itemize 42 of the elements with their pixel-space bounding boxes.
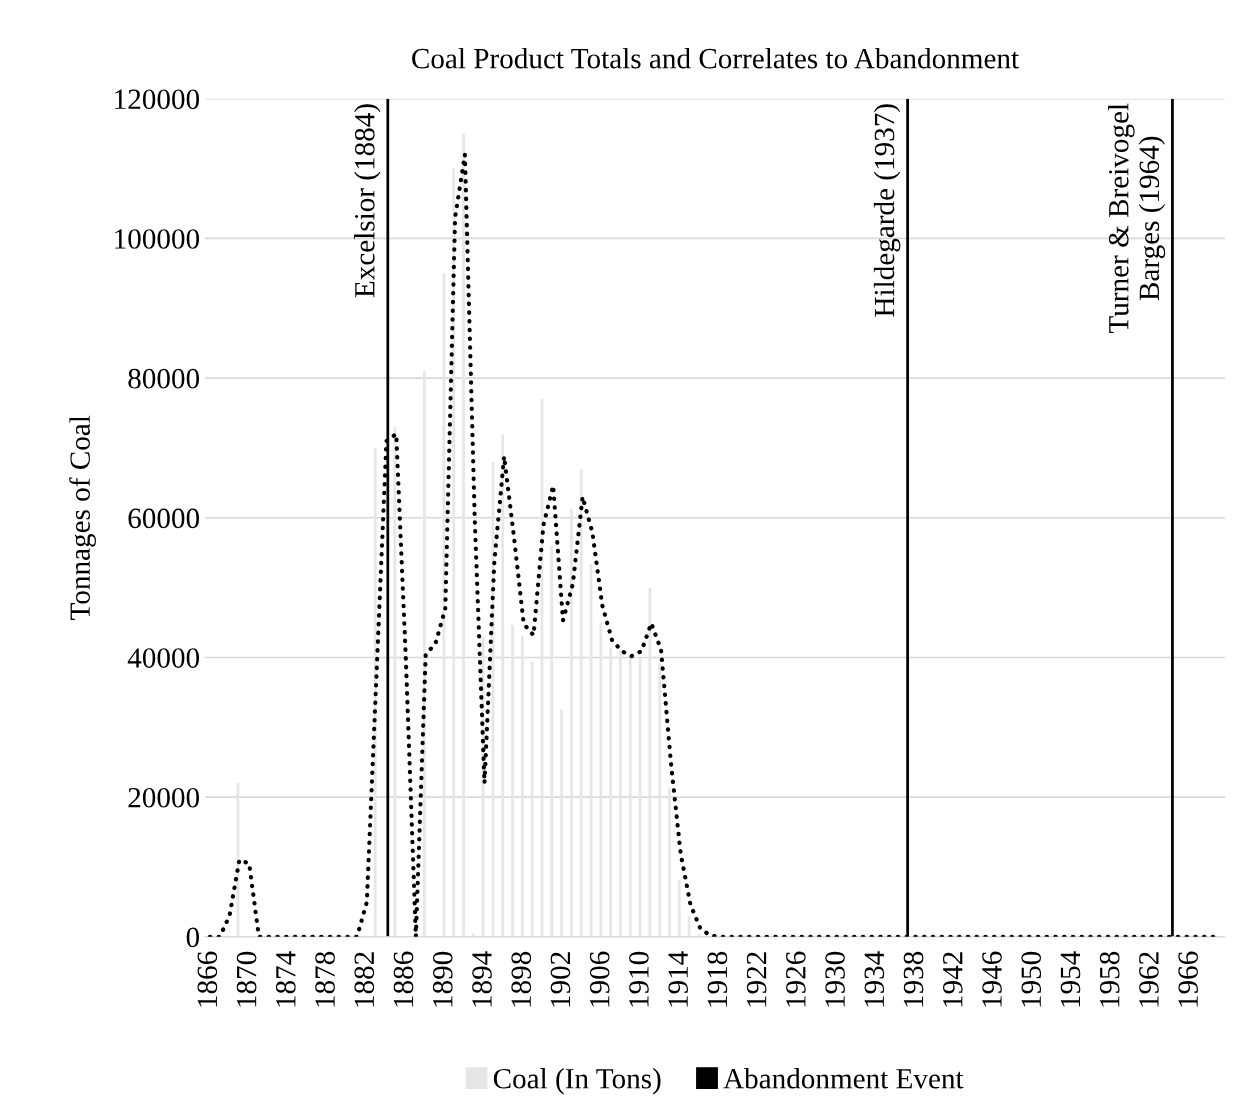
- x-tick-label: 1898: [511, 951, 532, 1007]
- x-tick-label: 1890: [432, 951, 453, 1007]
- annotation: Hildegarde (1937): [873, 104, 901, 317]
- x-tick-label: 1938: [903, 951, 924, 1007]
- x-tick-label: 1878: [315, 951, 335, 1007]
- x-tick-label: 1922: [746, 952, 767, 1007]
- chart-title: Coal Product Totals and Correlates to Abandonment: [412, 47, 1019, 69]
- x-tick-label: 1914: [668, 951, 688, 1007]
- x-tick-label: 1950: [1021, 951, 1042, 1007]
- x-tick-label: 1886: [393, 951, 414, 1007]
- bar: [373, 447, 377, 937]
- x-tick-label: 1958: [1099, 951, 1120, 1007]
- x-tick-label: 1866: [197, 951, 218, 1007]
- x-tick-label: 1934: [864, 951, 885, 1007]
- x-tick-label: 1918: [707, 951, 728, 1007]
- y-tick-label: 0: [186, 927, 200, 948]
- x-tick-label: 1902: [550, 952, 571, 1007]
- y-tick-label: 100000: [115, 229, 200, 249]
- x-tick-label: 1942: [942, 952, 963, 1007]
- x-tick-label: 1882: [354, 952, 375, 1007]
- y-axis-title: Tonnages of Coal: [69, 415, 96, 620]
- y-tick-label: 40000: [127, 648, 200, 668]
- x-tick-label: 1906: [589, 951, 610, 1007]
- annotation: Turner & Breivogel Barges (1964): [1108, 103, 1166, 334]
- x-tick-label: 1966: [1178, 951, 1198, 1007]
- x-tick-label: 1926: [786, 951, 806, 1007]
- x-tick-label: 1894: [472, 951, 492, 1007]
- x-tick-label: 1946: [982, 951, 1002, 1007]
- annotation: Excelsior (1884): [354, 104, 381, 298]
- x-tick-label: 1874: [275, 951, 296, 1007]
- legend-label: Abandonment Event: [723, 1068, 964, 1089]
- x-tick-label: 1954: [1060, 951, 1081, 1007]
- y-tick-label: 80000: [128, 368, 200, 389]
- x-tick-label: 1910: [629, 951, 649, 1007]
- x-tick-label: 1930: [825, 951, 845, 1007]
- legend-label: Coal (In Tons): [493, 1068, 661, 1095]
- y-tick-label: 20000: [128, 787, 200, 808]
- y-tick-label: 120000: [115, 89, 200, 110]
- bar: [471, 933, 475, 937]
- x-tick-label: 1962: [1139, 952, 1159, 1007]
- x-tick-label: 1870: [236, 951, 257, 1007]
- y-tick-label: 60000: [128, 508, 200, 529]
